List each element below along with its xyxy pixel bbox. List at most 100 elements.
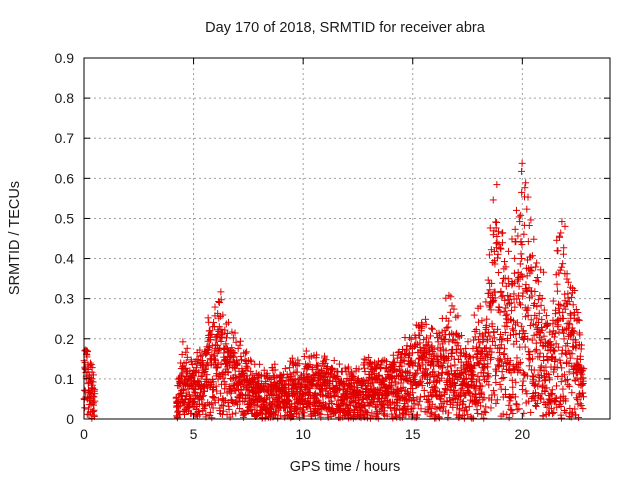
data-point — [330, 357, 338, 365]
data-point — [446, 308, 454, 316]
data-point — [565, 382, 573, 390]
data-point — [485, 251, 493, 259]
data-point — [182, 389, 190, 397]
data-point — [188, 361, 196, 369]
data-point — [569, 301, 577, 309]
data-point — [472, 325, 480, 333]
x-tick-label: 10 — [295, 426, 311, 442]
data-point — [91, 390, 99, 398]
data-point — [557, 378, 565, 386]
y-tick-label: 0 — [66, 411, 74, 427]
data-point — [182, 348, 190, 356]
data-point — [527, 408, 535, 416]
x-axis-label: GPS time / hours — [290, 459, 400, 475]
data-point — [559, 250, 567, 258]
data-point — [489, 231, 497, 239]
data-point — [523, 205, 531, 213]
data-point — [475, 318, 483, 326]
data-point — [512, 206, 520, 214]
x-tick-label: 0 — [80, 426, 88, 442]
data-point — [524, 193, 532, 201]
data-point — [525, 222, 533, 230]
y-tick-label: 0.3 — [55, 291, 75, 307]
data-point — [232, 409, 240, 417]
data-point — [89, 378, 97, 386]
data-point — [526, 322, 534, 330]
data-point — [492, 399, 500, 407]
data-point — [474, 409, 482, 417]
y-tick-label: 0.9 — [55, 50, 75, 66]
y-tick-label: 0.5 — [55, 210, 75, 226]
data-point — [492, 218, 500, 226]
data-point — [557, 229, 565, 237]
data-point — [518, 255, 526, 263]
data-point — [563, 350, 571, 358]
data-point — [91, 397, 99, 405]
data-point — [427, 332, 435, 340]
data-point — [553, 287, 561, 295]
data-point — [473, 406, 481, 414]
data-point — [527, 216, 535, 224]
data-point — [89, 407, 97, 415]
data-point — [183, 353, 191, 361]
data-point — [381, 356, 389, 364]
data-point — [231, 329, 239, 337]
data-point — [566, 354, 574, 362]
data-point — [88, 364, 96, 372]
data-point — [533, 259, 541, 267]
y-tick-label: 0.8 — [55, 90, 75, 106]
data-point — [482, 403, 490, 411]
data-point — [552, 382, 560, 390]
data-point — [211, 303, 219, 311]
data-point — [360, 355, 368, 363]
data-point — [548, 410, 556, 418]
data-point — [559, 385, 567, 393]
data-point — [478, 317, 486, 325]
data-point — [447, 293, 455, 301]
data-point — [518, 167, 526, 175]
data-point — [435, 414, 443, 422]
data-point — [183, 344, 191, 352]
data-point — [559, 260, 567, 268]
data-point — [448, 302, 456, 310]
data-point — [522, 281, 530, 289]
data-point — [511, 225, 519, 233]
data-point — [513, 406, 521, 414]
data-point — [568, 389, 576, 397]
data-point — [422, 315, 430, 323]
data-point — [509, 383, 517, 391]
data-point — [360, 364, 368, 372]
data-point — [492, 379, 500, 387]
x-tick-labels: 0 5 10 15 20 — [80, 426, 530, 442]
data-point — [178, 350, 186, 358]
data-point — [517, 238, 525, 246]
data-point — [482, 298, 490, 306]
tick-marks — [83, 57, 610, 420]
data-point — [450, 305, 458, 313]
data-point — [470, 311, 478, 319]
data-point — [518, 159, 526, 167]
data-point — [516, 260, 524, 268]
data-point — [497, 287, 505, 295]
y-tick-label: 0.7 — [55, 130, 75, 146]
data-points — [80, 159, 588, 422]
data-point — [490, 334, 498, 342]
data-point — [89, 384, 97, 392]
data-point — [444, 363, 452, 371]
data-point — [427, 324, 435, 332]
x-tick-label: 15 — [405, 426, 421, 442]
data-point — [498, 335, 506, 343]
data-point — [321, 352, 329, 360]
data-point — [179, 338, 187, 346]
data-point — [444, 323, 452, 331]
data-point — [518, 382, 526, 390]
data-point — [84, 348, 92, 356]
data-point — [576, 331, 584, 339]
y-tick-label: 0.4 — [55, 251, 75, 267]
data-point — [574, 316, 582, 324]
data-point — [528, 336, 536, 344]
data-point — [548, 386, 556, 394]
plot-frame — [83, 57, 611, 420]
data-point — [493, 219, 501, 227]
